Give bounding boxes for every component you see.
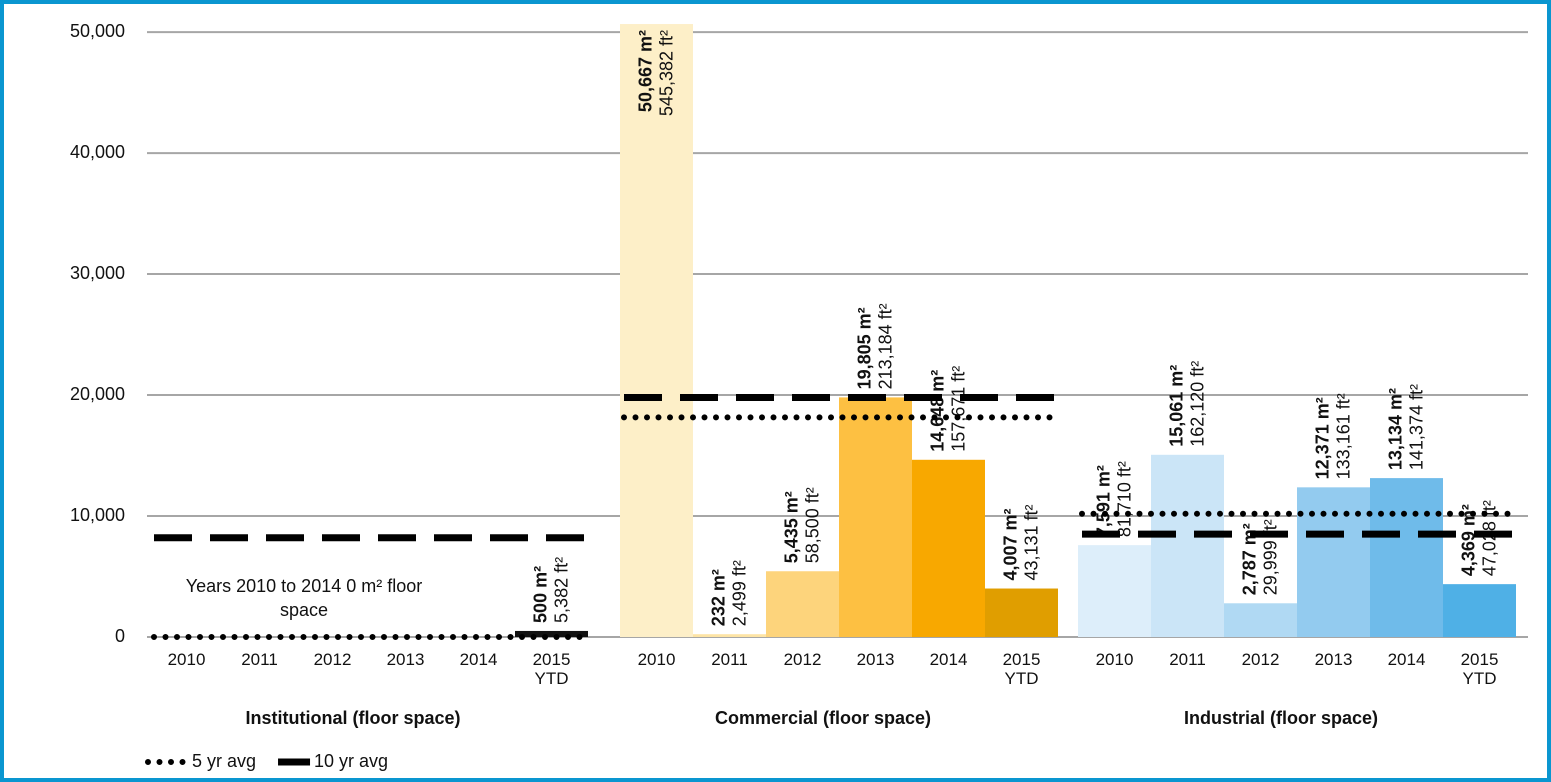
bar (1151, 454, 1224, 637)
value-label: 232 m² (708, 569, 728, 626)
value-label: 50,667 m² (635, 30, 655, 112)
bar (1370, 478, 1443, 637)
bar (766, 571, 839, 637)
value-label-ft: 162,120 ft² (1187, 361, 1207, 447)
value-label: 5,435 m² (781, 491, 801, 563)
bar (1443, 584, 1516, 637)
bar (1078, 545, 1151, 637)
x-tick-label: 2015 YTD (532, 650, 571, 688)
y-tick-label: 0 (115, 626, 125, 646)
value-label: 7,591 m² (1093, 465, 1113, 537)
value-label-ft: 133,161 ft² (1333, 393, 1353, 479)
x-tick-label: 2011 (241, 650, 278, 669)
bar (1224, 603, 1297, 637)
value-label: 4,369 m² (1458, 504, 1478, 576)
value-label-ft: 5,382 ft² (551, 557, 571, 623)
x-tick-label: 2012 (783, 650, 822, 669)
x-tick-label: 2013 (1314, 650, 1353, 669)
y-tick-label: 10,000 (70, 505, 125, 525)
x-tick-label: 2014 (929, 650, 968, 669)
x-tick-label: 2012 (313, 650, 352, 669)
value-label-ft: 141,374 ft² (1406, 384, 1426, 470)
value-label: 13,134 m² (1385, 388, 1405, 470)
bar (839, 397, 912, 637)
x-tick-label: 2013 (856, 650, 895, 669)
x-tick-label: 2013 (386, 650, 425, 669)
value-label: 12,371 m² (1312, 397, 1332, 479)
value-label: 500 m² (530, 566, 550, 623)
value-label-ft: 29,999 ft² (1260, 519, 1280, 595)
value-label-ft: 47,028 ft² (1479, 500, 1499, 576)
y-tick-label: 40,000 (70, 142, 125, 162)
value-label: 2,787 m² (1239, 523, 1259, 595)
value-label: 14,648 m² (927, 370, 947, 452)
x-tick-label: 2011 (1169, 650, 1206, 669)
bar (1297, 487, 1370, 637)
group-title: Commercial (floor space) (714, 708, 932, 728)
legend-label: 10 yr avg (314, 751, 388, 771)
y-tick-label: 30,000 (70, 263, 125, 283)
x-tick-label: 2014 (1387, 650, 1426, 669)
bar (985, 588, 1058, 637)
value-label-ft: 213,184 ft² (875, 303, 895, 389)
x-tick-label: 2010 (167, 650, 206, 669)
bar (515, 630, 588, 637)
y-tick-label: 20,000 (70, 384, 125, 404)
x-tick-label: 2015 YTD (1460, 650, 1499, 688)
value-label-ft: 58,500 ft² (802, 487, 822, 563)
x-tick-label: 2011 (711, 650, 748, 669)
annotation: Years 2010 to 2014 0 m² floor space (185, 576, 423, 620)
value-label-ft: 43,131 ft² (1021, 504, 1041, 580)
bar (693, 634, 766, 637)
group-title: Industrial (floor space) (1183, 708, 1379, 728)
value-label: 4,007 m² (1000, 508, 1020, 580)
bar (620, 24, 693, 638)
x-tick-label: 2012 (1241, 650, 1280, 669)
value-label-ft: 2,499 ft² (729, 560, 749, 626)
x-tick-label: 2015 YTD (1002, 650, 1041, 688)
x-tick-label: 2014 (459, 650, 498, 669)
x-tick-label: 2010 (1095, 650, 1134, 669)
group-title: Institutional (floor space) (245, 708, 461, 728)
value-label: 19,805 m² (854, 307, 874, 389)
y-tick-label: 50,000 (70, 21, 125, 41)
x-tick-label: 2010 (637, 650, 676, 669)
value-label-ft: 157,671 ft² (948, 366, 968, 452)
value-label: 15,061 m² (1166, 365, 1186, 447)
legend-label: 5 yr avg (192, 751, 256, 771)
bar (912, 459, 985, 637)
value-label-ft: 81,710 ft² (1114, 461, 1134, 537)
value-label-ft: 545,382 ft² (656, 30, 676, 116)
